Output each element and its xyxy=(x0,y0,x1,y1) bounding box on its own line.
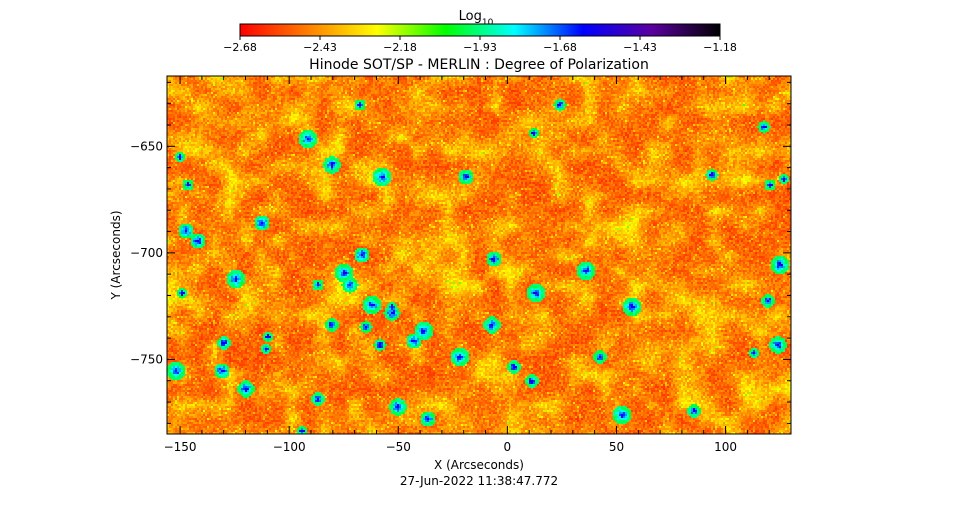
y-tick-label: −750 xyxy=(130,352,163,366)
x-tick-label: 100 xyxy=(714,440,737,454)
y-axis-label: Y (Arcseconds) xyxy=(109,210,123,300)
y-tick-label: −650 xyxy=(130,139,163,153)
x-tick-label: −150 xyxy=(164,440,197,454)
colorbar-label: Log10 xyxy=(459,9,494,28)
colorbar-tick-label: −2.43 xyxy=(303,41,337,54)
y-tick-label: −700 xyxy=(130,246,163,260)
x-tick-label: 50 xyxy=(609,440,624,454)
colorbar-label-sub: 10 xyxy=(482,18,494,28)
colorbar-tick-label: −2.68 xyxy=(223,41,257,54)
colorbar-ticks: −2.68 −2.43 −2.18 −1.93 −1.68 −1.43 −1.18 xyxy=(223,36,737,54)
y-axis: −650 −700 −750 xyxy=(130,81,791,424)
x-tick-label: −50 xyxy=(386,440,411,454)
x-axis: −150 −100 −50 0 50 100 xyxy=(164,76,770,454)
x-axis-label: X (Arcseconds) xyxy=(434,458,524,472)
chart-title: Hinode SOT/SP - MERLIN : Degree of Polar… xyxy=(309,57,649,73)
x-tick-label: 0 xyxy=(504,440,512,454)
heatmap-image xyxy=(167,76,791,434)
colorbar-tick-label: −1.43 xyxy=(623,41,657,54)
plot-frame xyxy=(166,75,792,435)
colorbar-tick-label: −2.18 xyxy=(383,41,417,54)
x-tick-label: −100 xyxy=(273,440,306,454)
colorbar xyxy=(239,23,721,37)
colorbar-label-base: Log xyxy=(459,9,482,24)
colorbar-tick-label: −1.18 xyxy=(703,41,737,54)
timestamp: 27-Jun-2022 11:38:47.772 xyxy=(400,474,558,488)
colorbar-tick-label: −1.93 xyxy=(463,41,497,54)
colorbar-tick-label: −1.68 xyxy=(543,41,577,54)
